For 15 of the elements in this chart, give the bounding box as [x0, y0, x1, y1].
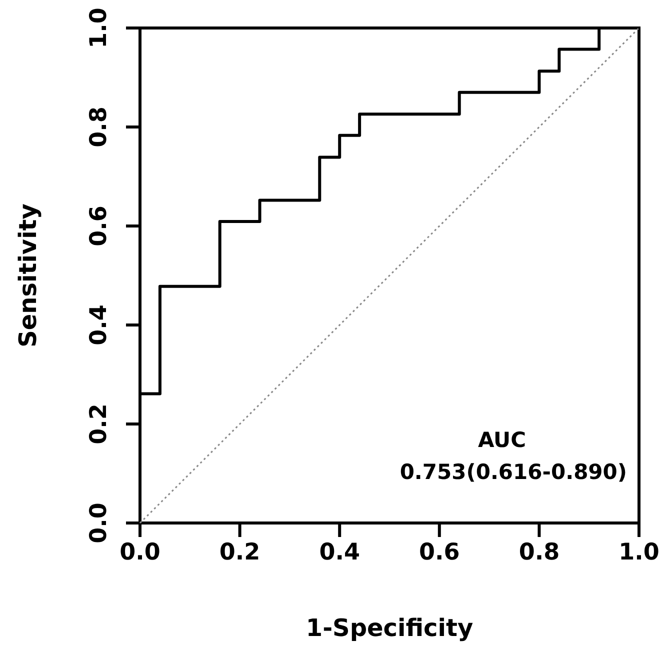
x-tick-label: 0.2	[219, 539, 260, 566]
x-tick-label: 1.0	[618, 539, 660, 566]
annotation: AUC	[478, 428, 526, 452]
x-tick-label: 0.4	[319, 539, 360, 566]
x-axis-title: 1-Specificity	[306, 614, 474, 642]
y-tick-label: 0.6	[86, 206, 112, 246]
annotation: 0.753(0.616-0.890)	[400, 460, 627, 484]
x-tick-label: 0.8	[518, 539, 560, 566]
y-tick-label: 1.0	[86, 8, 112, 48]
y-tick-label: 0.4	[86, 304, 112, 346]
y-tick-label: 0.2	[86, 404, 112, 444]
y-tick-label: 0.8	[86, 106, 112, 148]
x-tick-label: 0.0	[120, 539, 160, 566]
y-axis-title: Sensitivity	[14, 203, 42, 348]
x-tick-label: 0.6	[419, 539, 460, 566]
